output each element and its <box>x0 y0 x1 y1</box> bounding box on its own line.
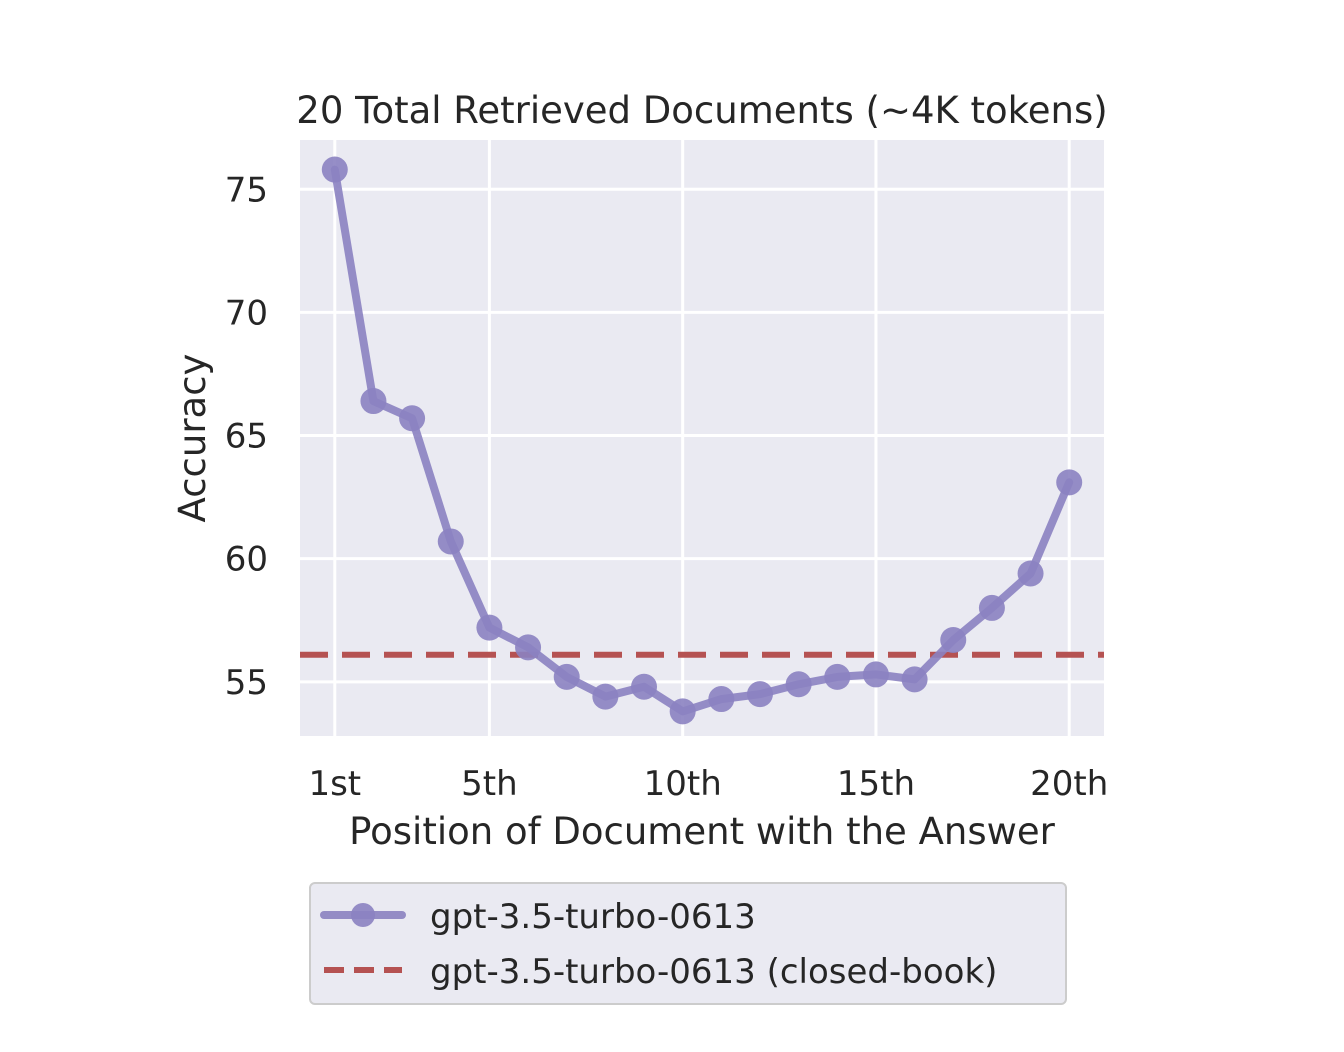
x-tick-label-20th: 20th <box>1030 764 1108 804</box>
legend-marker-swatch <box>351 903 375 927</box>
y-axis-label: Accuracy <box>171 354 214 523</box>
data-point-11 <box>708 686 735 713</box>
data-point-9 <box>631 673 658 700</box>
legend: gpt-3.5-turbo-0613 gpt-3.5-turbo-0613 (c… <box>309 882 1067 1005</box>
data-point-14 <box>824 663 851 690</box>
data-point-10 <box>669 698 696 725</box>
data-point-2 <box>360 388 387 415</box>
x-tick-labels: 1st 5th 10th 15th 20th <box>308 764 1108 804</box>
y-tick-label-65: 65 <box>225 417 268 457</box>
y-tick-label-70: 70 <box>225 293 268 333</box>
y-tick-label-60: 60 <box>225 540 268 580</box>
y-tick-labels: 55 60 65 70 75 <box>225 170 268 703</box>
data-point-15 <box>862 661 889 688</box>
data-point-4 <box>437 528 464 555</box>
series-layer <box>300 156 1104 725</box>
data-point-6 <box>515 634 542 661</box>
x-tick-label-5th: 5th <box>461 764 518 804</box>
data-point-5 <box>476 614 503 641</box>
x-tick-label-10th: 10th <box>644 764 722 804</box>
data-point-20 <box>1056 469 1083 496</box>
data-point-12 <box>746 681 773 708</box>
legend-label-gpt-3-5-turbo-0613: gpt-3.5-turbo-0613 <box>430 897 756 937</box>
data-point-18 <box>978 594 1005 621</box>
data-point-13 <box>785 671 812 698</box>
chart-title: 20 Total Retrieved Documents (~4K tokens… <box>296 89 1107 132</box>
legend-box <box>309 882 1067 1005</box>
data-point-3 <box>399 405 426 432</box>
y-tick-label-55: 55 <box>225 663 268 703</box>
x-axis-label: Position of Document with the Answer <box>349 810 1055 853</box>
y-tick-label-75: 75 <box>225 170 268 210</box>
data-point-16 <box>901 666 928 693</box>
x-tick-label-1st: 1st <box>308 764 361 804</box>
legend-label-closed-book: gpt-3.5-turbo-0613 (closed-book) <box>430 952 997 992</box>
data-point-7 <box>553 663 580 690</box>
data-point-1 <box>321 156 348 183</box>
plot-area <box>300 140 1104 736</box>
data-point-17 <box>940 626 967 653</box>
x-tick-label-15th: 15th <box>837 764 915 804</box>
data-point-19 <box>1017 560 1044 587</box>
data-point-8 <box>592 683 619 710</box>
